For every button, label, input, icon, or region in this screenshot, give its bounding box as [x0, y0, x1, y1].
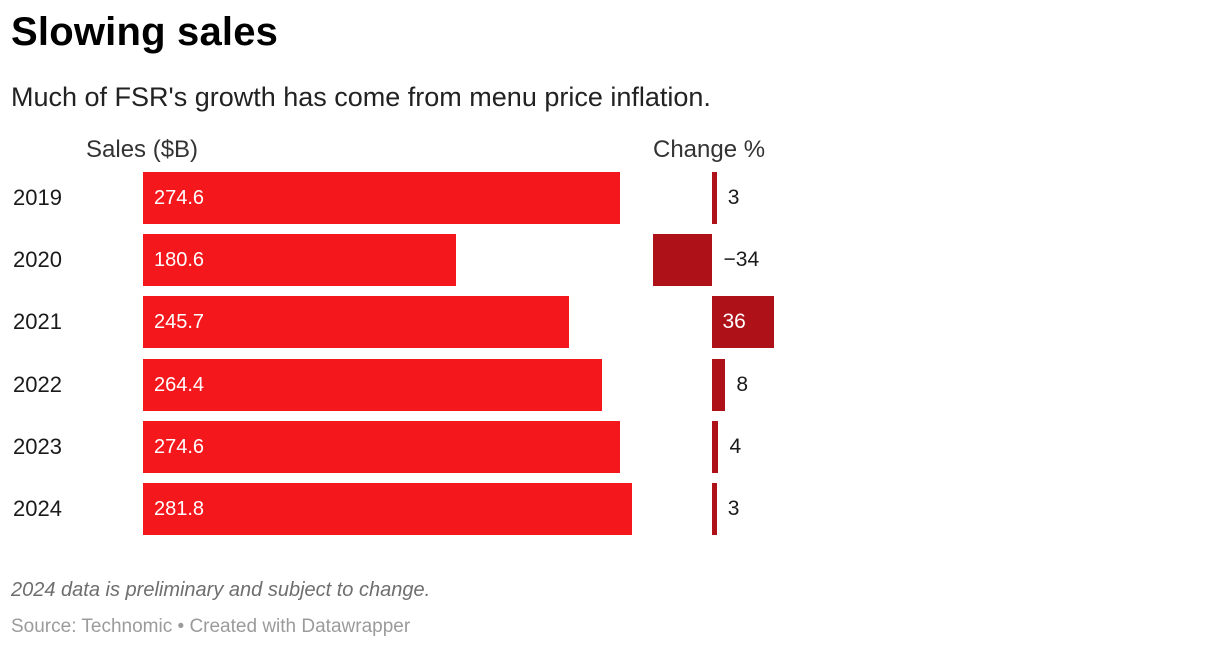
- change-value-label: 36: [722, 310, 746, 334]
- year-label: 2019: [13, 185, 62, 210]
- change-bar: [711, 483, 717, 535]
- sales-value-label: 264.4: [154, 373, 205, 396]
- sales-value-label: 180.6: [154, 249, 205, 272]
- sales-value-label: 245.7: [154, 311, 205, 334]
- chart-footnote: 2024 data is preliminary and subject to …: [11, 579, 431, 601]
- change-value-label: 3: [727, 497, 740, 520]
- sales-bar: 245.7: [143, 296, 570, 349]
- change-bar: [711, 420, 719, 473]
- change-value-label: 8: [736, 372, 749, 396]
- change-value-label: −34: [723, 248, 760, 272]
- sales-bar: 281.8: [143, 483, 632, 535]
- chart-row: 2022 264.4 8: [0, 358, 1220, 411]
- chart-row: 2019 274.6 3: [0, 172, 1220, 224]
- sales-bar: 274.6: [143, 172, 620, 224]
- year-label: 2023: [13, 433, 62, 459]
- chart-row: 2021 245.7 36: [0, 296, 1220, 349]
- change-value-label: 3: [727, 186, 740, 209]
- change-bar: [711, 358, 726, 411]
- source-line: Source: Technomic • Created with Datawra…: [11, 616, 411, 637]
- change-column-header: Change %: [653, 136, 766, 163]
- sales-column-header: Sales ($B): [86, 136, 199, 163]
- sales-value-label: 281.8: [154, 498, 205, 520]
- sales-bar: 180.6: [143, 234, 457, 287]
- year-label: 2024: [13, 496, 62, 521]
- sales-bar: 274.6: [143, 420, 620, 473]
- year-label: 2022: [13, 371, 62, 397]
- sales-bar: 264.4: [143, 358, 602, 411]
- sales-value-label: 274.6: [154, 435, 205, 458]
- chart-row: 2023 274.6 4: [0, 420, 1220, 473]
- sales-value-label: 274.6: [154, 187, 205, 209]
- chart-subtitle: Much of FSR's growth has come from menu …: [11, 82, 711, 112]
- change-value-label: 4: [729, 434, 742, 458]
- year-label: 2020: [13, 247, 62, 273]
- chart-row: 2024 281.8 3: [0, 483, 1220, 535]
- chart-row: 2020 180.6 −34: [0, 234, 1220, 287]
- change-bar: [711, 296, 774, 349]
- change-bar: [711, 172, 717, 224]
- chart-title: Slowing sales: [11, 10, 279, 54]
- change-bar: [652, 234, 712, 287]
- year-label: 2021: [13, 309, 62, 335]
